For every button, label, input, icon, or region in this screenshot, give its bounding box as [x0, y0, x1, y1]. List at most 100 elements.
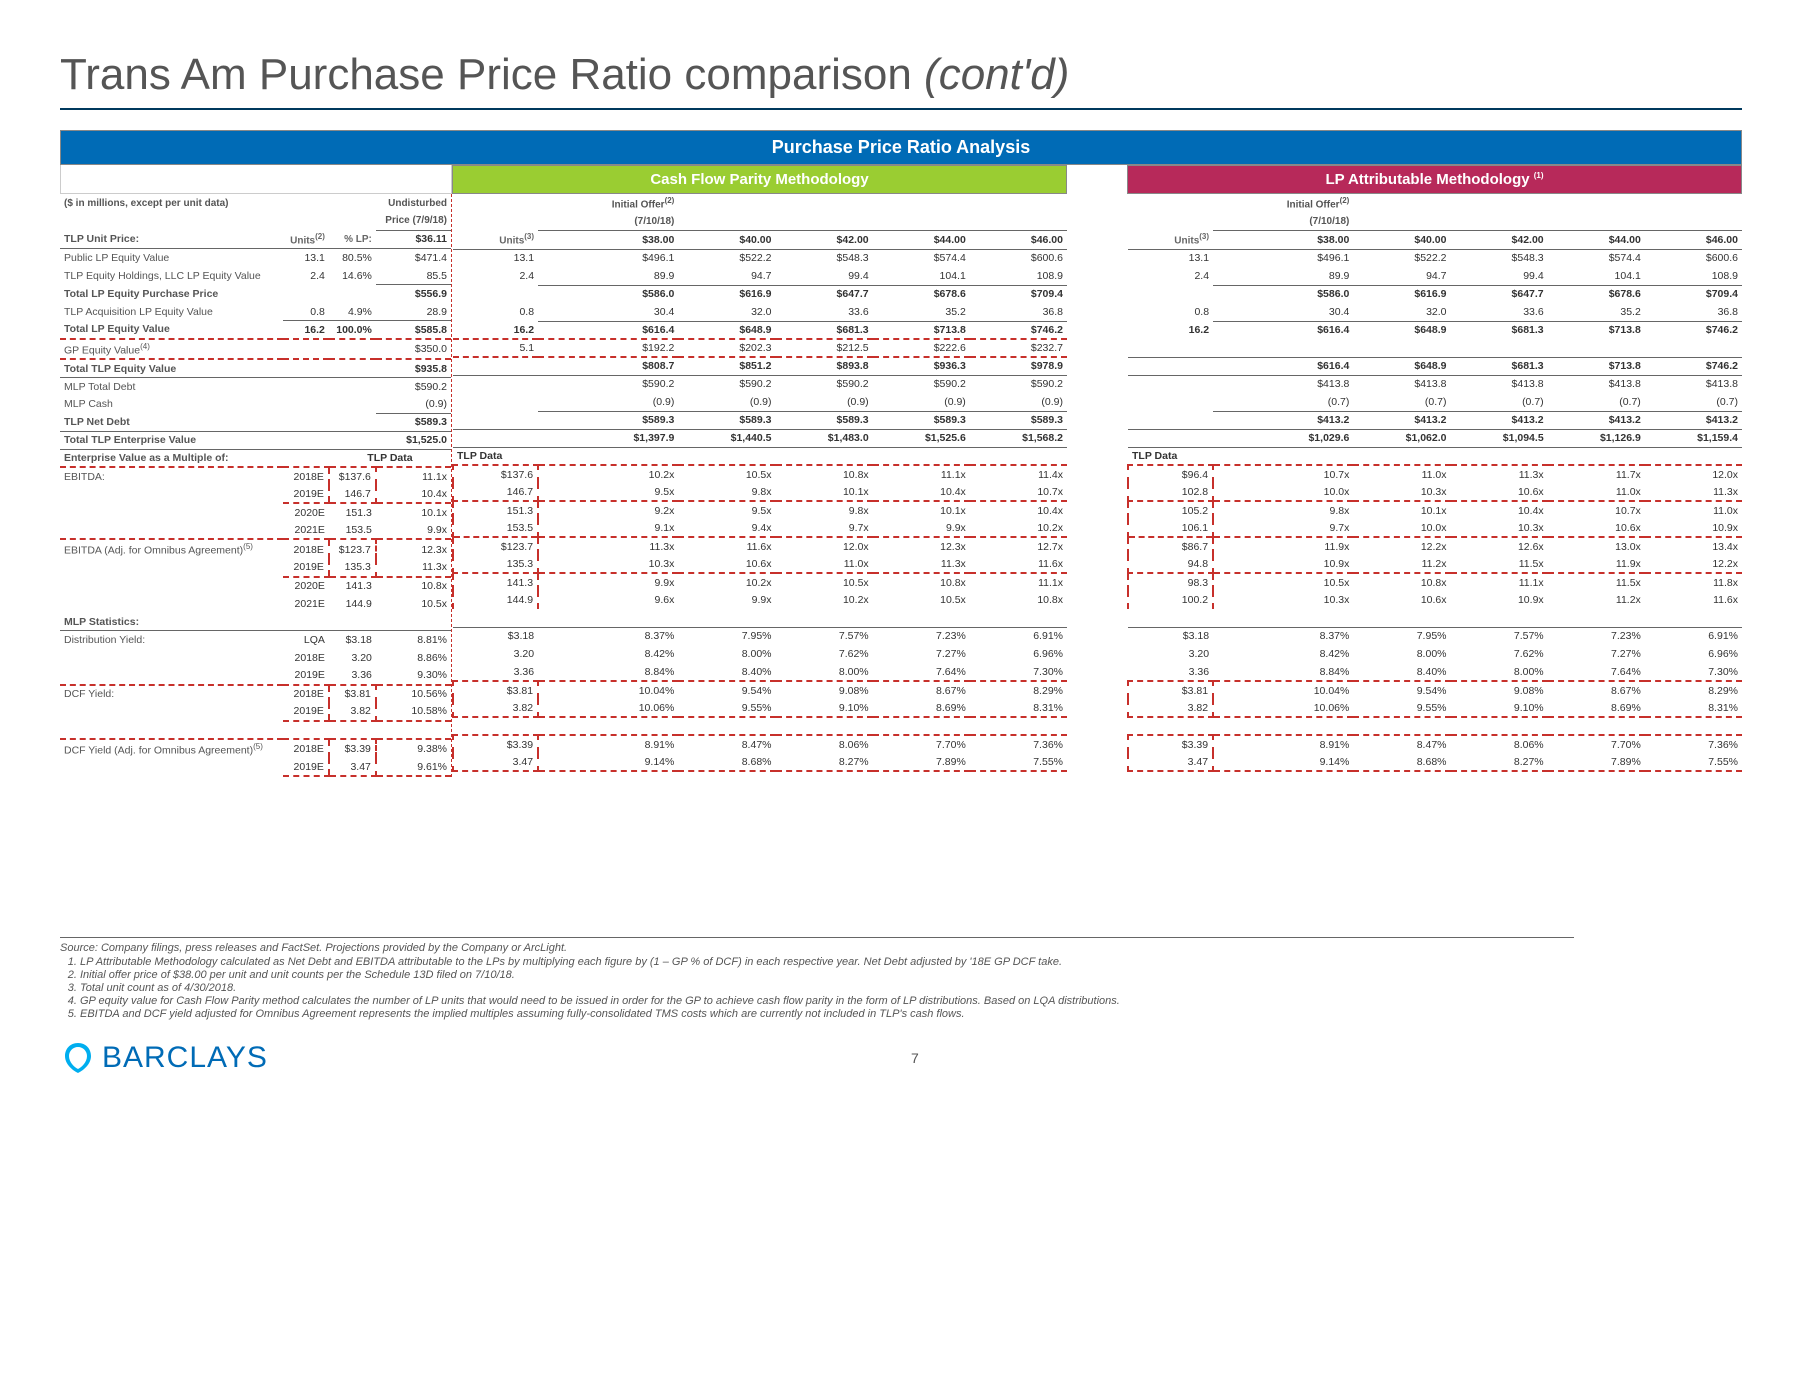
cell: 9.54%: [678, 681, 775, 699]
cell: 10.3x: [1213, 591, 1353, 609]
dcf0d: $3.81: [329, 685, 376, 703]
cell: 12.0x: [1645, 465, 1742, 483]
cell: $1,568.2: [970, 429, 1067, 447]
footnote-item: GP equity value for Cash Flow Parity met…: [80, 995, 1574, 1007]
r-tlp-u: 16.2: [283, 321, 329, 339]
cell: 11.9x: [1213, 537, 1353, 555]
cell: $3.18: [453, 627, 538, 645]
cell: 10.3x: [1451, 519, 1548, 537]
cell: 3.20: [453, 645, 538, 663]
ya19: 2019E: [283, 559, 329, 577]
cell: [1128, 411, 1213, 429]
cell: 11.0x: [776, 555, 873, 573]
cell: [1128, 393, 1213, 411]
ya18: 2018E: [283, 539, 329, 559]
cell: 94.8: [1128, 555, 1213, 573]
r-mc-v: (0.9): [376, 395, 451, 413]
dy0y: LQA: [283, 631, 329, 649]
r-tteq-l: Total TLP Equity Value: [60, 359, 283, 377]
cell: $616.9: [1353, 285, 1450, 303]
cell: 108.9: [1645, 267, 1742, 285]
cell: 33.6: [1451, 303, 1548, 321]
r-tlp-v: $585.8: [376, 321, 451, 339]
r-ev-l: Total TLP Enterprise Value: [60, 431, 283, 449]
e20d: 151.3: [329, 503, 376, 521]
ea20d: 141.3: [329, 577, 376, 595]
cell: 35.2: [873, 303, 970, 321]
cell: 11.0x: [1645, 501, 1742, 519]
cell: $681.3: [1451, 357, 1548, 375]
cell: $1,062.0: [1353, 429, 1450, 447]
cell: 11.6x: [970, 555, 1067, 573]
cell: 10.5x: [873, 591, 970, 609]
cell: 104.1: [873, 267, 970, 285]
cell: $709.4: [970, 285, 1067, 303]
cell: 153.5: [453, 519, 538, 537]
footnotes: Source: Company filings, press releases …: [60, 937, 1574, 1020]
gp-text: GP Equity Value: [64, 344, 140, 356]
cell: 30.4: [1213, 303, 1353, 321]
cell: 11.1x: [1451, 573, 1548, 591]
cell: 10.6x: [1353, 591, 1450, 609]
cell: 13.4x: [1645, 537, 1742, 555]
cell: 144.9: [453, 591, 538, 609]
cell: $648.9: [1353, 357, 1450, 375]
ea21m: 10.5x: [376, 595, 451, 613]
cell: $3.81: [453, 681, 538, 699]
cell: 9.6x: [538, 591, 678, 609]
title-main: Trans Am Purchase Price Ratio comparison: [60, 50, 924, 99]
cell: 89.9: [1213, 267, 1353, 285]
cell: $1,525.6: [873, 429, 970, 447]
cell: 7.36%: [1645, 735, 1742, 753]
dca0d: $3.39: [329, 739, 376, 759]
dy1d: 3.20: [329, 649, 376, 667]
e19m: 10.4x: [376, 485, 451, 503]
cell: 36.8: [970, 303, 1067, 321]
cell: 11.3x: [873, 555, 970, 573]
cell: 12.3x: [873, 537, 970, 555]
cell: 5.1: [453, 339, 538, 357]
cell: 10.06%: [538, 699, 678, 717]
cell: $413.8: [1548, 375, 1645, 393]
cell: 10.4x: [1451, 501, 1548, 519]
cell: $3.39: [1128, 735, 1213, 753]
r-acq-l: TLP Acquisition LP Equity Value: [60, 303, 283, 321]
cell: 10.3x: [1353, 483, 1450, 501]
lp-table: Initial Offer(2)(7/10/18)Units(3)$38.00$…: [1127, 194, 1742, 772]
cell: 33.6: [776, 303, 873, 321]
ea18d: $123.7: [329, 539, 376, 559]
cell: 3.82: [1128, 699, 1213, 717]
r-hold-p: 14.6%: [329, 267, 376, 285]
cell: $709.4: [1645, 285, 1742, 303]
cell: 7.89%: [1548, 753, 1645, 771]
cell: 12.0x: [776, 537, 873, 555]
cell: $590.2: [873, 375, 970, 393]
dy2y: 2019E: [283, 667, 329, 685]
cell: [453, 429, 538, 447]
cell: $3.18: [1128, 627, 1213, 645]
cell: $1,094.5: [1451, 429, 1548, 447]
cell: 7.70%: [1548, 735, 1645, 753]
dca-sup: (5): [253, 742, 263, 751]
cell: 10.2x: [538, 465, 678, 483]
gp-sup: (4): [140, 342, 150, 351]
r-gp-l: GP Equity Value(4): [60, 339, 283, 360]
r-md-v: $590.2: [376, 377, 451, 395]
cell: $192.2: [538, 339, 678, 357]
dy1y: 2018E: [283, 649, 329, 667]
cell: 7.57%: [776, 627, 873, 645]
mlp-stats: MLP Statistics:: [60, 613, 451, 631]
cell: $616.4: [538, 321, 678, 339]
cell: 7.23%: [1548, 627, 1645, 645]
cell: 10.1x: [873, 501, 970, 519]
cell: 8.47%: [678, 735, 775, 753]
cell: 8.29%: [1645, 681, 1742, 699]
cell: $616.4: [1213, 357, 1353, 375]
cell: [1128, 375, 1213, 393]
cell: (0.7): [1645, 393, 1742, 411]
cell: 8.06%: [1451, 735, 1548, 753]
cell: 11.2x: [1353, 555, 1450, 573]
cell: 9.14%: [1213, 753, 1353, 771]
cell: 135.3: [453, 555, 538, 573]
cell: $851.2: [678, 357, 775, 375]
